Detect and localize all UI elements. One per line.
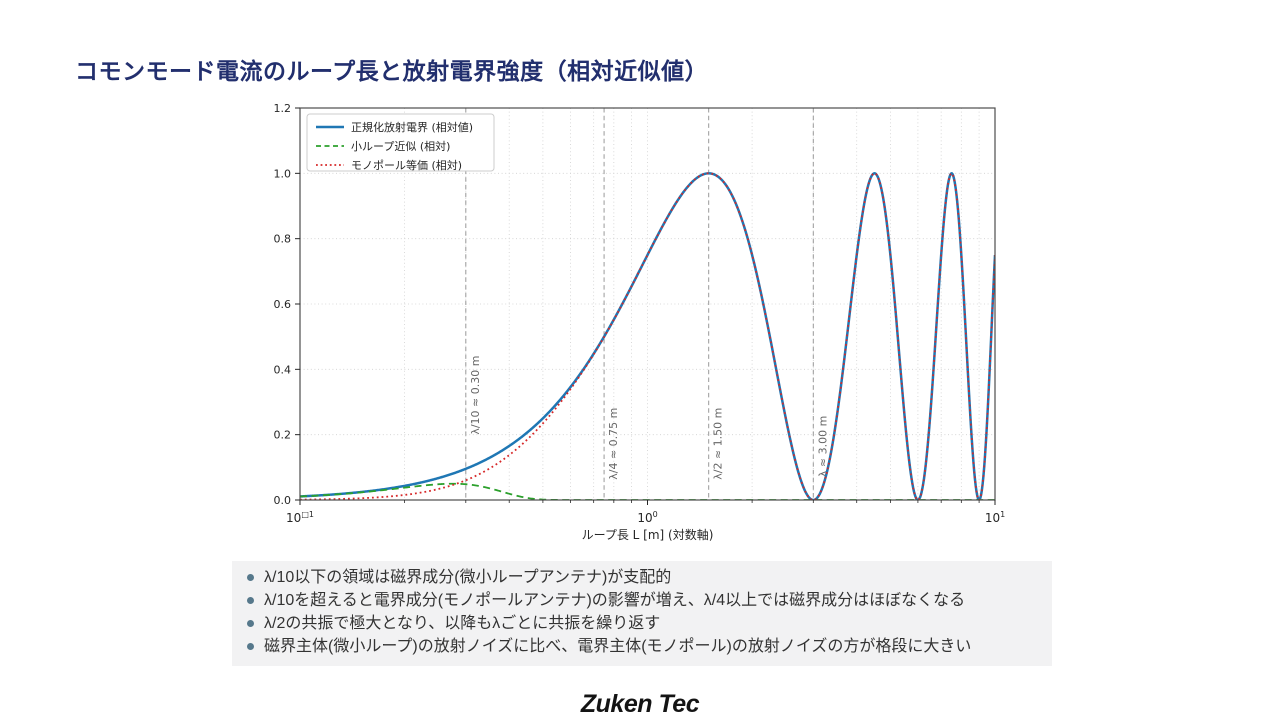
y-tick-label: 0.4	[274, 363, 292, 376]
y-tick-label: 0.0	[274, 494, 292, 507]
y-tick-label: 1.2	[274, 102, 292, 115]
page-title: コモンモード電流のループ長と放射電界強度（相対近似値）	[75, 58, 709, 84]
bullet-list: λ/10以下の領域は磁界成分(微小ループアンテナ)が支配的 λ/10を超えると電界…	[232, 561, 1052, 666]
x-tick-label: 100	[637, 510, 657, 525]
y-tick-label: 0.6	[274, 298, 292, 311]
footer-logo: Zuken Tec	[580, 690, 700, 718]
x-tick-label: 101	[985, 510, 1005, 525]
wavelength-annotations: λ/10 ≈ 0.30 m λ/4 ≈ 0.75 m λ/2 ≈ 1.50 m λ ≈…	[465, 108, 829, 500]
bullet-dot-icon	[247, 620, 254, 627]
bullet-dot-icon	[247, 597, 254, 604]
bullet-text: λ/10を超えると電界成分(モノポールアンテナ)の影響が増え、λ/4以上では磁界…	[264, 592, 966, 609]
legend-label-small_loop: 小ループ近似 (相対)	[351, 139, 450, 153]
bullet-dot-icon	[247, 643, 254, 650]
legend-box	[306, 113, 495, 172]
bullet-text: λ/10以下の領域は磁界成分(微小ループアンテナ)が支配的	[264, 569, 672, 586]
bullet-dot-icon	[247, 574, 254, 581]
legend-label-monopole: モノポール等価 (相対)	[351, 158, 462, 172]
legend-label-normalized: 正規化放射電界 (相対値)	[351, 120, 473, 134]
annotation-label: λ ≈ 3.00 m	[816, 416, 829, 477]
y-tick-label: 0.2	[274, 429, 292, 442]
annotation-label: λ/2 ≈ 1.50 m	[712, 408, 725, 480]
y-tick-label: 1.0	[274, 167, 292, 180]
x-tick-label: 10□1	[286, 510, 314, 525]
series-curves	[300, 171, 995, 500]
bullet-text: λ/2の共振で極大となり、以降もλごとに共振を繰り返す	[264, 615, 661, 632]
legend: 正規化放射電界 (相対値) 小ループ近似 (相対) モノポール等価 (相対)	[306, 113, 495, 172]
annotation-label: λ/4 ≈ 0.75 m	[607, 408, 620, 480]
series-small_loop	[300, 482, 995, 500]
bullet-text: 磁界主体(微小ループ)の放射ノイズに比べ、電界主体(モノポール)の放射ノイズの方…	[264, 638, 972, 655]
bullet-item: λ/10以下の領域は磁界成分(微小ループアンテナ)が支配的	[232, 566, 1052, 589]
series-monopole	[300, 172, 995, 500]
bullet-item: λ/10を超えると電界成分(モノポールアンテナ)の影響が増え、λ/4以上では磁界…	[232, 589, 1052, 612]
annotation-label: λ/10 ≈ 0.30 m	[469, 356, 482, 435]
axis-ticks: 10□1 100 101 0.0 0.2 0.4 0.6 0.8 1.0 1.2	[274, 102, 1006, 525]
bullet-item: λ/2の共振で極大となり、以降もλごとに共振を繰り返す	[232, 612, 1052, 635]
y-tick-label: 0.8	[274, 233, 292, 246]
bullet-item: 磁界主体(微小ループ)の放射ノイズに比べ、電界主体(モノポール)の放射ノイズの方…	[232, 635, 1052, 658]
x-axis-label: ループ長 L [m] (対数軸)	[582, 527, 714, 542]
series-normalized	[300, 171, 995, 500]
